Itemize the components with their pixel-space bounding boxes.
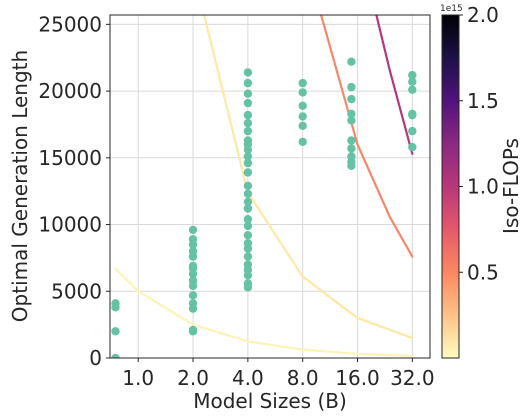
x-tick-label: 32.0 (390, 366, 435, 390)
colorbar-tick-label: 0.5 (467, 260, 499, 284)
y-tick-label: 10000 (38, 213, 102, 237)
data-point (408, 126, 417, 136)
y-tick-label: 15000 (38, 146, 102, 170)
data-point (243, 98, 253, 108)
data-point (188, 247, 198, 256)
data-point (347, 94, 356, 104)
data-point (111, 327, 120, 336)
data-point (347, 109, 356, 119)
colorbar-ticks: 0.5 1.0 1.5 2.0 (459, 3, 499, 284)
data-point (347, 152, 356, 161)
iso-flops-curves (114, 15, 414, 357)
data-point (243, 215, 253, 224)
data-point (347, 82, 356, 92)
y-tick-label: 20000 (38, 79, 102, 103)
x-tick-label: 1.0 (122, 366, 154, 390)
data-points (111, 57, 417, 358)
colorbar-title: Iso-FLOPs (499, 138, 523, 234)
x-axis-title: Model Sizes (B) (193, 389, 347, 413)
colorbar-tick-label: 1.5 (467, 89, 499, 113)
data-point (298, 112, 307, 121)
plot-background (110, 15, 430, 358)
data-point (243, 168, 253, 177)
data-point (347, 144, 356, 153)
data-point (188, 261, 198, 271)
data-point (111, 299, 120, 308)
y-axis-ticks: 0 5000 10000 15000 20000 25000 (38, 12, 110, 370)
y-tick-label: 25000 (38, 12, 102, 36)
iso-flops-curve (203, 15, 414, 340)
data-point (188, 225, 198, 235)
iso-flops-curve (375, 15, 414, 155)
data-point (243, 197, 253, 206)
iso-flops-curve (320, 15, 414, 258)
plot-frame (109, 14, 431, 359)
data-point (243, 136, 253, 145)
data-point (298, 78, 307, 88)
data-point (347, 57, 356, 66)
colorbar-exponent: 1e15 (440, 4, 463, 14)
data-point (408, 85, 417, 94)
iso-flops-curve (114, 267, 414, 357)
data-point (243, 204, 253, 213)
data-point (347, 116, 356, 125)
data-point (347, 136, 356, 145)
data-point (298, 88, 307, 97)
data-point (298, 121, 307, 130)
data-point (298, 137, 307, 146)
x-tick-label: 4.0 (232, 366, 264, 390)
data-point (243, 126, 253, 136)
data-point (243, 221, 253, 231)
data-point (243, 279, 253, 288)
data-point (243, 252, 253, 261)
x-tick-label: 8.0 (287, 366, 319, 390)
data-point (243, 89, 253, 98)
x-axis-ticks: 1.0 2.0 4.0 8.0 16.0 32.0 (122, 358, 435, 390)
y-axis-title: Optimal Generation Length (8, 50, 32, 322)
y-tick-label: 0 (89, 346, 102, 370)
plot-area (109, 14, 431, 359)
colorbar-gradient (441, 14, 460, 359)
data-point (188, 276, 198, 285)
x-tick-label: 16.0 (335, 366, 380, 390)
colorbar: 1e15 0.5 1.0 1.5 2.0 Iso-FLOPs (440, 3, 523, 359)
data-point (243, 181, 253, 190)
data-point (408, 70, 417, 80)
data-point (111, 353, 120, 358)
data-point (298, 101, 307, 111)
data-point (243, 118, 253, 128)
data-point (188, 291, 198, 300)
data-point (188, 235, 198, 244)
data-point (243, 152, 253, 161)
data-point (188, 299, 198, 308)
data-point (408, 77, 417, 86)
colorbar-tick-label: 1.0 (467, 175, 499, 199)
data-point (243, 260, 253, 269)
data-point (188, 325, 198, 335)
data-point (243, 158, 253, 168)
data-point (243, 231, 253, 240)
data-point (243, 78, 253, 88)
colorbar-tick-label: 2.0 (467, 3, 499, 27)
x-tick-label: 2.0 (177, 366, 209, 390)
data-point (243, 68, 253, 77)
data-point (408, 142, 417, 152)
data-point (243, 239, 253, 248)
data-point (243, 189, 253, 198)
data-point (408, 109, 417, 119)
data-point (243, 110, 253, 120)
y-tick-label: 5000 (51, 279, 102, 303)
